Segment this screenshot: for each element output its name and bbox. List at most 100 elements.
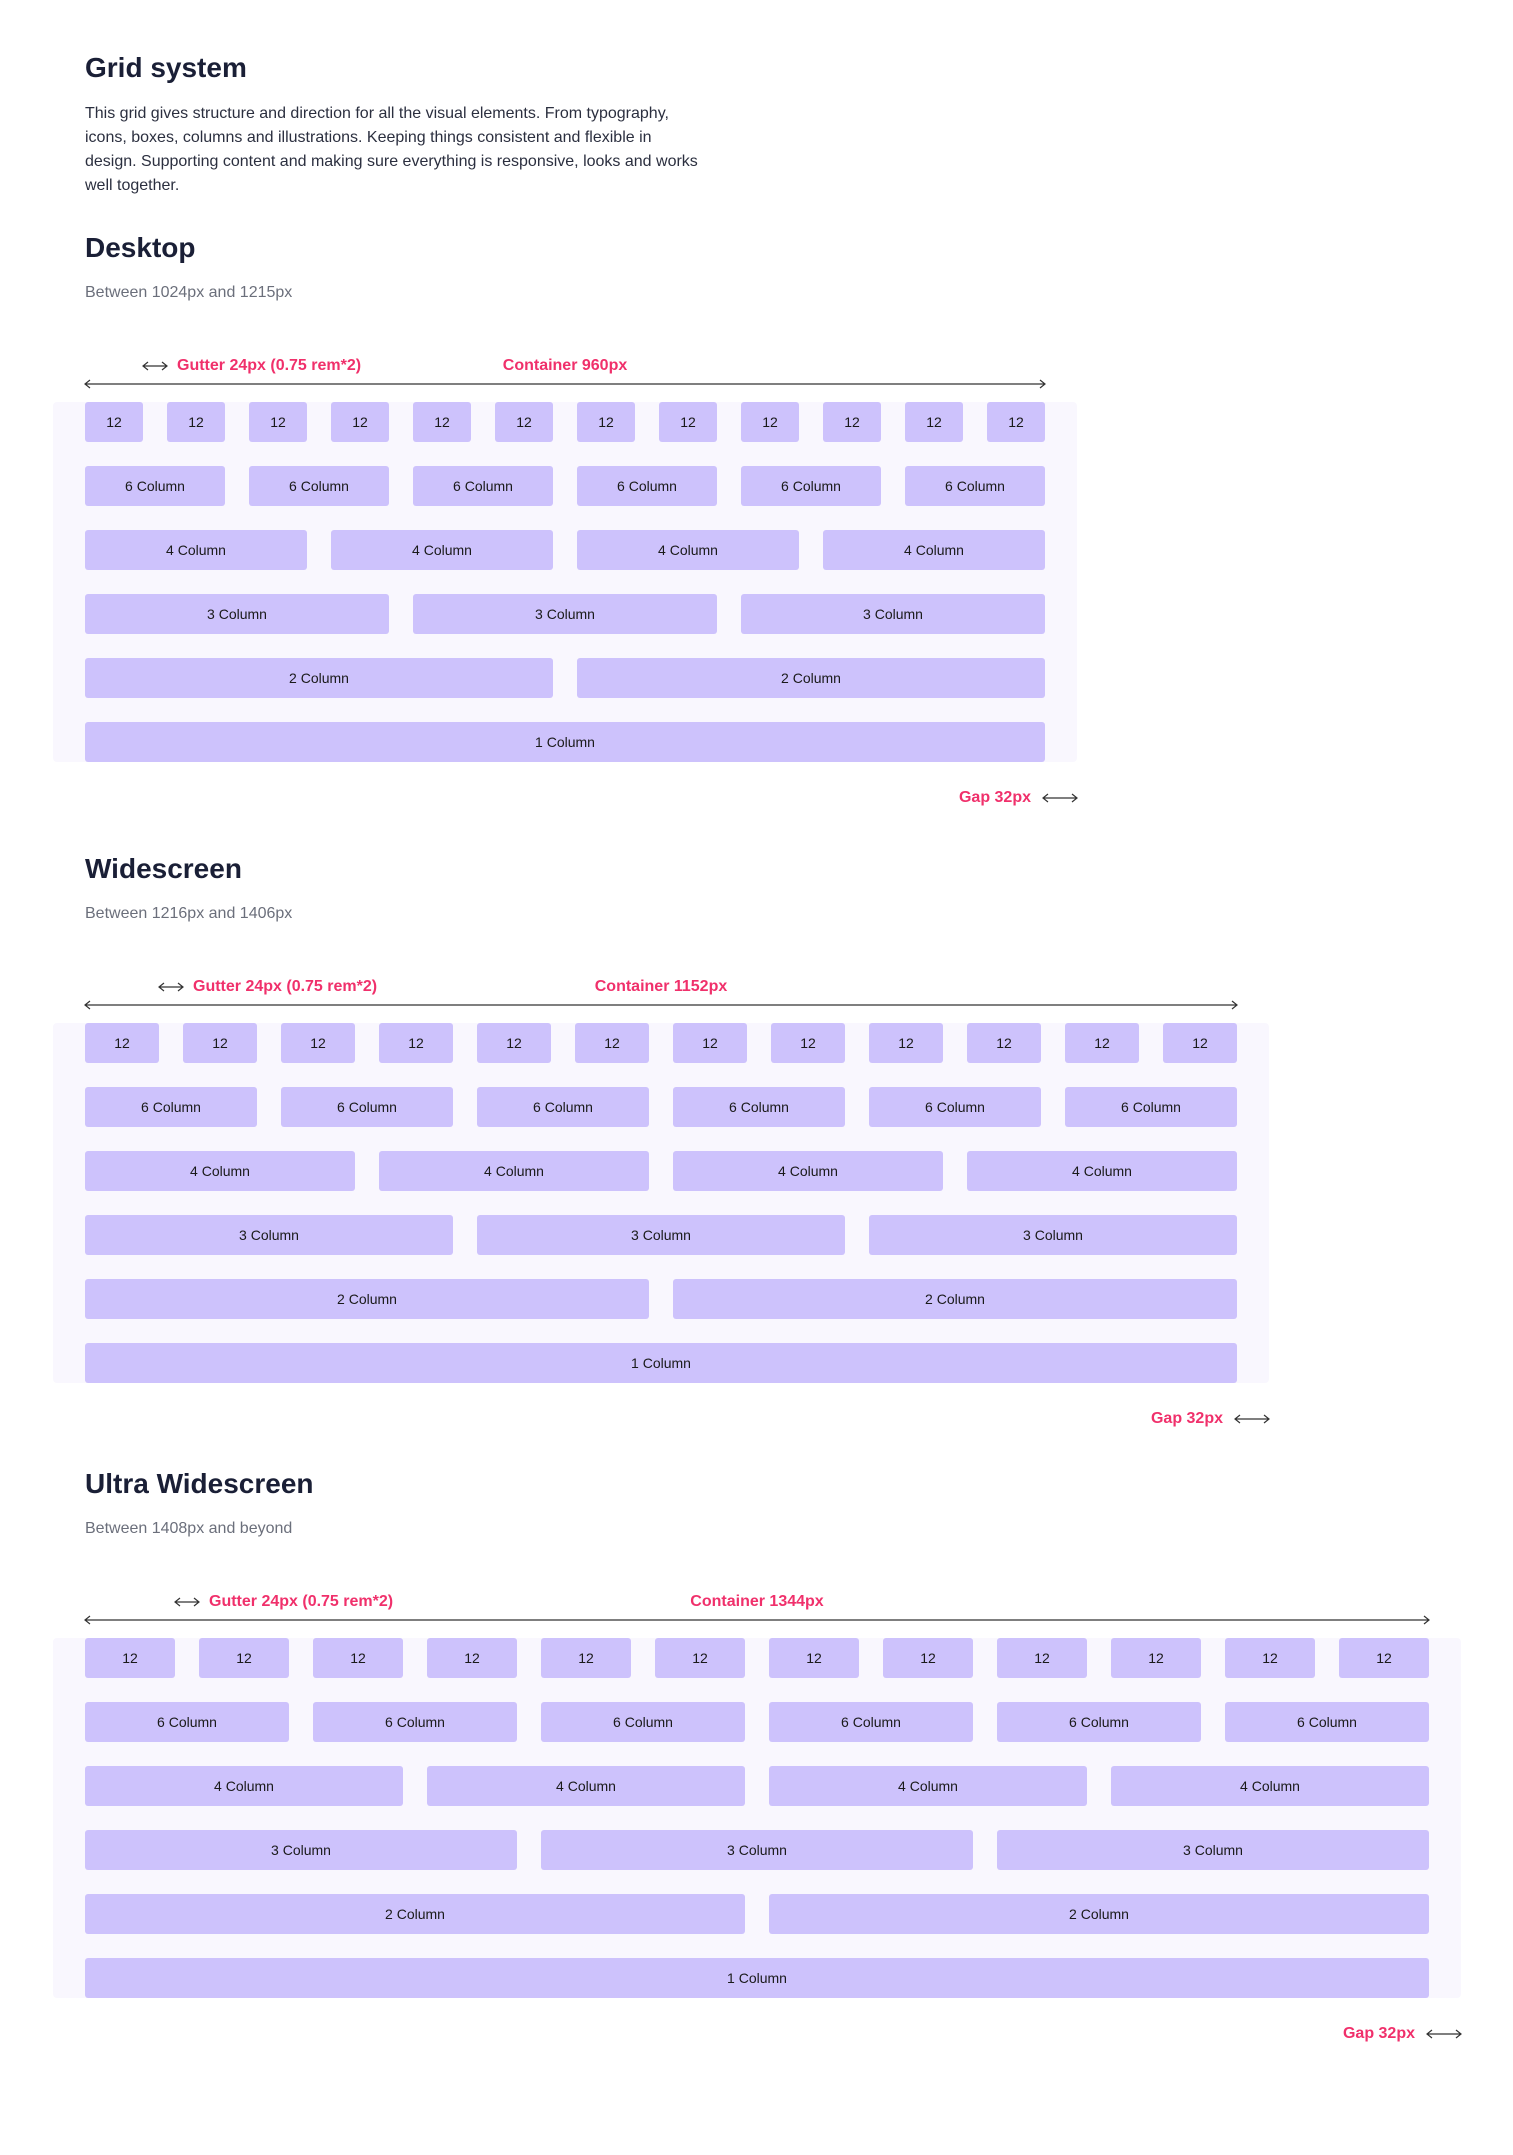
grid-cell: 6 Column xyxy=(281,1087,453,1127)
grid-cell: 6 Column xyxy=(85,1087,257,1127)
grid-cell: 6 Column xyxy=(769,1702,973,1742)
dimension-arrow xyxy=(1426,2029,1462,2039)
grid-cell: 6 Column xyxy=(997,1702,1201,1742)
dimension-arrow xyxy=(84,1615,1430,1625)
grid-cell: 2 Column xyxy=(85,658,553,698)
grid-cell: 4 Column xyxy=(1111,1766,1429,1806)
grid-cell: 3 Column xyxy=(413,594,717,634)
grid-cell: 12 xyxy=(85,1638,175,1678)
grid-cell: 1 Column xyxy=(85,1343,1237,1383)
grid-cell: 12 xyxy=(769,1638,859,1678)
grid-cell: 1 Column xyxy=(85,722,1045,762)
grid-cell: 4 Column xyxy=(85,1766,403,1806)
section-range: Between 1024px and 1215px xyxy=(85,284,293,301)
section-heading: Widescreen xyxy=(85,853,242,884)
grid-cell: 12 xyxy=(281,1023,355,1063)
dimension-arrow xyxy=(1042,793,1078,803)
grid-cell: 12 xyxy=(541,1638,631,1678)
grid-cell: 4 Column xyxy=(85,530,307,570)
grid-cell: 3 Column xyxy=(741,594,1045,634)
grid-cell: 12 xyxy=(577,402,635,442)
grid-cell: 12 xyxy=(905,402,963,442)
container-label: Container 1344px xyxy=(690,1593,824,1610)
dimension-arrow xyxy=(84,379,1046,389)
grid-cell: 12 xyxy=(167,402,225,442)
page-title: Grid system xyxy=(85,52,247,83)
grid-cell: 6 Column xyxy=(905,466,1045,506)
grid-cell: 12 xyxy=(495,402,553,442)
grid-cell: 6 Column xyxy=(1225,1702,1429,1742)
grid-cell: 3 Column xyxy=(85,1215,453,1255)
gap-label: Gap 32px xyxy=(1342,2025,1415,2042)
dimension-arrow xyxy=(174,1597,200,1607)
grid-panel xyxy=(53,1638,1461,1998)
grid-cell: 4 Column xyxy=(427,1766,745,1806)
grid-cell: 3 Column xyxy=(997,1830,1429,1870)
dimension-arrow xyxy=(84,1000,1238,1010)
grid-cell: 6 Column xyxy=(85,1702,289,1742)
gap-label: Gap 32px xyxy=(1150,1410,1223,1427)
grid-cell: 6 Column xyxy=(313,1702,517,1742)
grid-cell: 2 Column xyxy=(85,1279,649,1319)
grid-cell: 12 xyxy=(183,1023,257,1063)
grid-cell: 12 xyxy=(477,1023,551,1063)
grid-cell: 12 xyxy=(987,402,1045,442)
section-heading: Ultra Widescreen xyxy=(85,1468,314,1499)
grid-cell: 4 Column xyxy=(331,530,553,570)
grid-cell: 12 xyxy=(997,1638,1087,1678)
grid-cell: 12 xyxy=(575,1023,649,1063)
grid-cell: 6 Column xyxy=(741,466,881,506)
grid-cell: 6 Column xyxy=(541,1702,745,1742)
grid-cell: 12 xyxy=(331,402,389,442)
dimension-arrow xyxy=(1234,1414,1270,1424)
grid-cell: 12 xyxy=(313,1638,403,1678)
grid-cell: 3 Column xyxy=(85,1830,517,1870)
grid-cell: 12 xyxy=(1111,1638,1201,1678)
grid-cell: 3 Column xyxy=(869,1215,1237,1255)
grid-cell: 3 Column xyxy=(85,594,389,634)
grid-cell: 12 xyxy=(771,1023,845,1063)
dimension-arrow xyxy=(158,982,184,992)
grid-cell: 6 Column xyxy=(577,466,717,506)
gutter-label: Gutter 24px (0.75 rem*2) xyxy=(177,357,362,374)
section-range: Between 1216px and 1406px xyxy=(85,905,293,922)
grid-cell: 6 Column xyxy=(673,1087,845,1127)
grid-cell: 4 Column xyxy=(823,530,1045,570)
grid-cell: 6 Column xyxy=(85,466,225,506)
section-range: Between 1408px and beyond xyxy=(85,1520,293,1537)
grid-cell: 12 xyxy=(1163,1023,1237,1063)
grid-cell: 4 Column xyxy=(85,1151,355,1191)
grid-cell: 4 Column xyxy=(673,1151,943,1191)
section-heading: Desktop xyxy=(85,232,196,263)
grid-cell: 3 Column xyxy=(541,1830,973,1870)
grid-cell: 3 Column xyxy=(477,1215,845,1255)
grid-cell: 12 xyxy=(249,402,307,442)
grid-cell: 6 Column xyxy=(477,1087,649,1127)
container-label: Container 1152px xyxy=(594,978,728,995)
grid-panel xyxy=(53,1023,1269,1383)
grid-cell: 2 Column xyxy=(673,1279,1237,1319)
grid-cell: 6 Column xyxy=(869,1087,1041,1127)
grid-cell: 4 Column xyxy=(769,1766,1087,1806)
grid-cell: 12 xyxy=(85,402,143,442)
grid-cell: 12 xyxy=(413,402,471,442)
grid-cell: 12 xyxy=(379,1023,453,1063)
grid-cell: 12 xyxy=(1225,1638,1315,1678)
grid-cell: 12 xyxy=(883,1638,973,1678)
description: This grid gives structure and direction … xyxy=(85,105,698,194)
grid-cell: 2 Column xyxy=(85,1894,745,1934)
grid-cell: 12 xyxy=(427,1638,517,1678)
grid-cell: 6 Column xyxy=(249,466,389,506)
grid-cell: 12 xyxy=(1339,1638,1429,1678)
grid-cell: 12 xyxy=(823,402,881,442)
grid-cell: 12 xyxy=(659,402,717,442)
grid-cell: 4 Column xyxy=(577,530,799,570)
grid-panel xyxy=(53,402,1077,762)
grid-cell: 12 xyxy=(1065,1023,1139,1063)
dimension-arrow xyxy=(142,361,168,371)
grid-cell: 6 Column xyxy=(413,466,553,506)
grid-cell: 2 Column xyxy=(577,658,1045,698)
grid-cell: 4 Column xyxy=(379,1151,649,1191)
grid-cell: 4 Column xyxy=(967,1151,1237,1191)
